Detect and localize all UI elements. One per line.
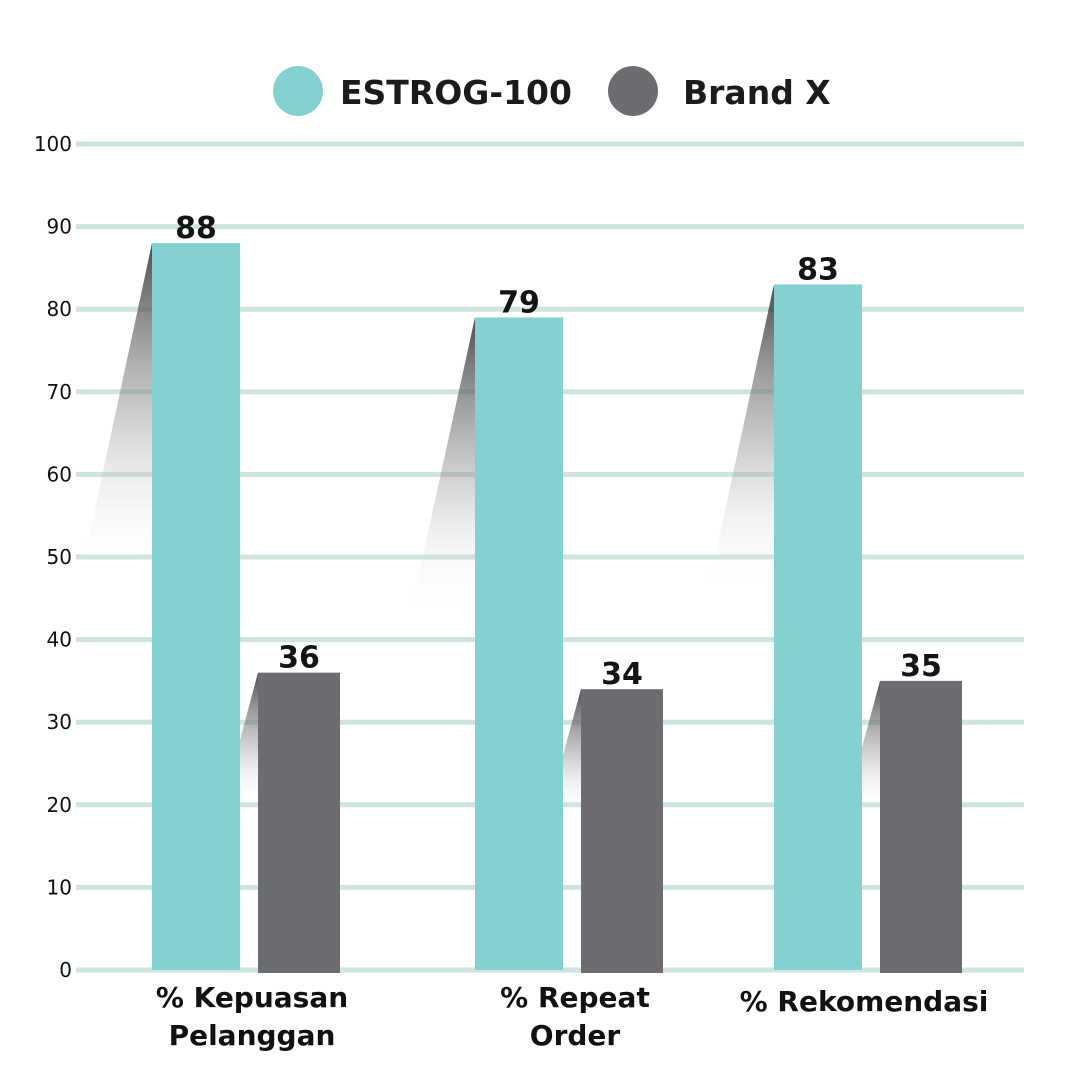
bar-shadow bbox=[707, 284, 774, 593]
legend-label: ESTROG-100 bbox=[340, 73, 572, 112]
bar-value-label: 83 bbox=[797, 252, 839, 287]
category-label-line: Pelanggan bbox=[169, 1019, 336, 1052]
bar-brandx bbox=[581, 689, 663, 973]
legend-item-brandx: Brand X bbox=[608, 66, 831, 116]
bar-shadow bbox=[844, 680, 880, 811]
y-axis-ticks: 0 10 20 30 40 50 60 70 80 90 100 bbox=[34, 132, 72, 982]
value-labels: 88 79 83 36 34 35 bbox=[175, 211, 942, 692]
category-label-line: % Rekomendasi bbox=[740, 985, 989, 1018]
y-tick-label: 10 bbox=[47, 875, 72, 899]
legend-item-estrog: ESTROG-100 bbox=[273, 66, 572, 116]
bar-shadow bbox=[410, 317, 475, 612]
y-tick-label: 50 bbox=[47, 545, 72, 569]
y-tick-label: 30 bbox=[47, 710, 72, 734]
category-label: % Rekomendasi bbox=[740, 985, 989, 1018]
bar-value-label: 88 bbox=[175, 211, 217, 246]
bar-value-label: 79 bbox=[498, 285, 540, 320]
legend-swatch bbox=[608, 66, 658, 116]
category-label-line: % Kepuasan bbox=[156, 981, 348, 1014]
y-tick-label: 70 bbox=[47, 380, 72, 404]
bar-value-label: 36 bbox=[278, 641, 320, 676]
category-label: % Kepuasan Pelanggan bbox=[156, 981, 348, 1052]
bar-value-label: 34 bbox=[601, 657, 643, 692]
legend-swatch bbox=[273, 66, 323, 116]
bar-estrog bbox=[475, 317, 563, 971]
y-tick-label: 80 bbox=[47, 297, 72, 321]
y-tick-label: 20 bbox=[47, 793, 72, 817]
category-label-line: % Repeat bbox=[500, 981, 650, 1014]
bar-estrog bbox=[152, 243, 240, 970]
bar-estrog bbox=[774, 284, 862, 970]
category-label: % Repeat Order bbox=[500, 981, 650, 1052]
y-tick-label: 40 bbox=[47, 628, 72, 652]
bar-value-label: 35 bbox=[900, 649, 942, 684]
category-label-line: Order bbox=[530, 1019, 621, 1052]
bar-brandx bbox=[258, 672, 340, 973]
x-axis-categories: % Kepuasan Pelanggan % Repeat Order % Rekome… bbox=[156, 981, 989, 1052]
bar-shadow bbox=[81, 243, 152, 571]
bar-brandx bbox=[880, 680, 962, 973]
y-tick-label: 100 bbox=[34, 132, 72, 156]
legend-label: Brand X bbox=[683, 73, 831, 112]
y-tick-label: 60 bbox=[47, 462, 72, 486]
y-tick-label: 0 bbox=[59, 958, 72, 982]
bars bbox=[152, 243, 962, 973]
y-tick-label: 90 bbox=[47, 215, 72, 239]
legend: ESTROG-100 Brand X bbox=[273, 66, 831, 116]
